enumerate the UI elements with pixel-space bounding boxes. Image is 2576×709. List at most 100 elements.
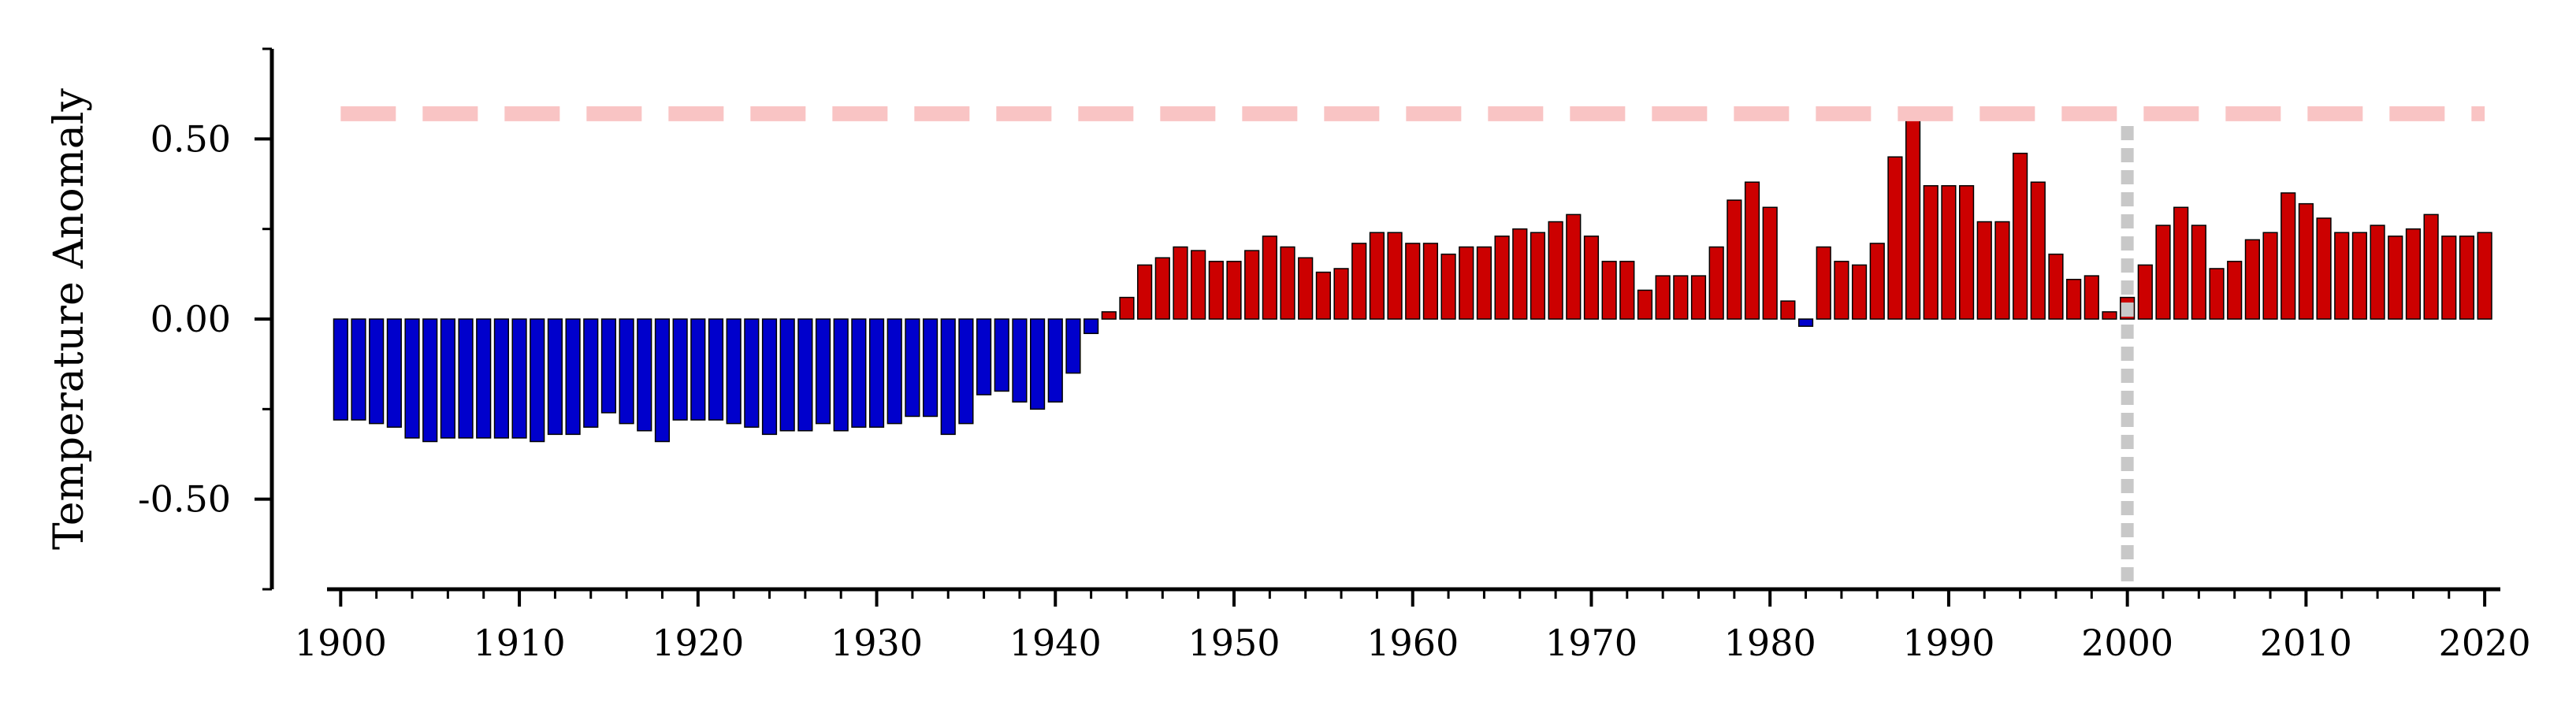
bar-1908 [476, 318, 492, 439]
x-tick-label: 1960 [1366, 622, 1459, 664]
x-tick-label: 2000 [2081, 622, 2173, 664]
bar-1951 [1244, 250, 1260, 320]
bar-2012 [2334, 232, 2350, 320]
x-tick-label: 2010 [2260, 622, 2352, 664]
bar-1911 [530, 318, 545, 443]
bar-1978 [1727, 199, 1742, 320]
bar-2005 [2209, 268, 2225, 320]
bar-1985 [1851, 264, 1868, 320]
bar-2006 [2227, 261, 2243, 320]
bar-1998 [2083, 275, 2099, 320]
bar-1980 [1762, 206, 1778, 320]
bar-1970 [1583, 236, 1600, 320]
bar-1969 [1566, 213, 1582, 320]
bar-1921 [708, 318, 724, 421]
bar-1935 [958, 318, 974, 425]
bar-2001 [2137, 264, 2153, 320]
bar-1941 [1065, 318, 1081, 374]
bar-1957 [1351, 243, 1367, 320]
bar-1924 [761, 318, 778, 436]
bar-1996 [2048, 253, 2064, 320]
bar-1937 [994, 318, 1009, 392]
bar-2017 [2423, 213, 2439, 320]
bar-1995 [2030, 181, 2046, 320]
bar-2015 [2388, 236, 2403, 320]
bar-1972 [1619, 261, 1635, 320]
bar-1920 [690, 318, 706, 421]
bar-1973 [1637, 289, 1653, 320]
bar-1949 [1208, 261, 1224, 320]
bar-1983 [1816, 246, 1831, 320]
bar-1934 [940, 318, 956, 436]
x-tick-label: 1950 [1188, 622, 1280, 664]
bar-1979 [1744, 181, 1760, 320]
bar-1933 [922, 318, 939, 418]
bar-1926 [797, 318, 813, 432]
bar-2009 [2280, 192, 2296, 320]
bar-1981 [1780, 300, 1796, 320]
bar-1989 [1923, 185, 1939, 320]
bar-1936 [976, 318, 992, 395]
x-tick-label: 1930 [831, 622, 923, 664]
bar-1902 [369, 318, 385, 425]
bar-1952 [1262, 236, 1277, 320]
bar-2020 [2477, 232, 2492, 320]
bar-1917 [637, 318, 652, 432]
bar-1976 [1690, 275, 1707, 320]
bars-group [333, 113, 2492, 443]
bar-1956 [1333, 268, 1349, 320]
bar-1948 [1191, 250, 1206, 320]
bar-1918 [654, 318, 671, 443]
bar-1977 [1708, 246, 1724, 320]
bar-1931 [887, 318, 902, 425]
bar-1974 [1655, 275, 1671, 320]
x-tick-label: 1940 [1009, 622, 1102, 664]
bar-1958 [1369, 232, 1385, 320]
bar-1993 [1994, 221, 2010, 320]
bar-1992 [1976, 221, 1992, 320]
bar-1923 [744, 318, 760, 428]
x-tick-label: 2020 [2439, 622, 2531, 664]
bar-1930 [868, 318, 885, 428]
bar-1905 [422, 318, 438, 443]
bar-1975 [1673, 275, 1689, 320]
bar-1988 [1905, 113, 1921, 320]
bar-2002 [2155, 225, 2171, 320]
x-tick-label: 1920 [652, 622, 744, 664]
bar-1915 [600, 318, 617, 414]
bar-1919 [672, 318, 688, 421]
bar-1929 [851, 318, 867, 428]
bar-1927 [815, 318, 831, 425]
bar-1903 [386, 318, 402, 428]
bar-1968 [1548, 221, 1563, 320]
bar-1906 [440, 318, 455, 439]
bar-2018 [2441, 236, 2457, 320]
bar-1950 [1226, 261, 1242, 320]
x-tick-label: 1970 [1545, 622, 1637, 664]
bar-1963 [1459, 246, 1474, 320]
y-tick-label: 0.00 [151, 298, 231, 340]
bar-1945 [1137, 264, 1153, 320]
bar-1953 [1280, 246, 1295, 320]
bar-1971 [1601, 261, 1617, 320]
bar-1943 [1101, 311, 1117, 320]
axes-group: -0.50 0.00 0.50 1900 1910 1920 1930 1940 1950 196… [138, 47, 2531, 664]
bar-1940 [1047, 318, 1063, 403]
bar-1966 [1512, 228, 1528, 320]
bar-2016 [2405, 228, 2422, 320]
bar-1928 [833, 318, 849, 432]
bar-1986 [1869, 243, 1885, 320]
bar-2003 [2173, 206, 2189, 320]
bar-2019 [2459, 236, 2475, 320]
y-axis-title: Temperature Anomaly [46, 87, 93, 549]
bar-1984 [1834, 261, 1849, 320]
bar-1944 [1119, 296, 1135, 320]
bar-1946 [1154, 257, 1170, 320]
bar-1987 [1887, 156, 1903, 320]
bar-1960 [1405, 243, 1421, 320]
x-tick-label: 1900 [295, 622, 387, 664]
bar-1959 [1387, 232, 1403, 320]
bar-1982 [1797, 318, 1814, 327]
bar-1967 [1530, 232, 1546, 320]
bar-1907 [458, 318, 474, 439]
